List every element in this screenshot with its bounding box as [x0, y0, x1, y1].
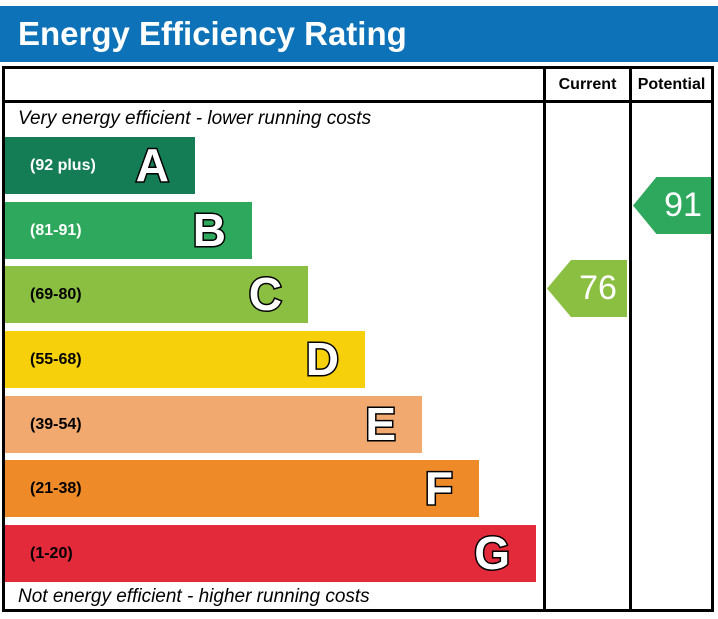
band-c: (69-80) C	[5, 266, 308, 323]
column-header-potential: Potential	[637, 76, 706, 93]
top-note: Very energy efficient - lower running co…	[18, 108, 372, 129]
column-header-current: Current	[558, 76, 617, 93]
band-range-label: (1-20)	[30, 545, 73, 562]
band-range-label: (39-54)	[30, 416, 82, 433]
band-letter: B	[191, 203, 227, 258]
band-letter: C	[247, 267, 283, 322]
band-range-label: (55-68)	[30, 351, 82, 368]
band-d: (55-68) D	[5, 331, 365, 388]
band-a: (92 plus) A	[5, 137, 195, 194]
potential-rating-arrow: 91	[633, 177, 711, 234]
band-letter: F	[423, 461, 454, 516]
band-range-label: (21-38)	[30, 480, 82, 497]
band-b: (81-91) B	[5, 202, 252, 259]
band-f: (21-38) F	[5, 460, 479, 517]
band-range-label: (69-80)	[30, 286, 82, 303]
bottom-note: Not energy efficient - higher running co…	[18, 586, 370, 607]
current-rating-arrow: 76	[547, 260, 627, 317]
energy-rating-chart: Current Potential Very energy efficient …	[2, 66, 714, 612]
band-e: (39-54) E	[5, 396, 422, 453]
current-rating-value: 76	[579, 269, 617, 307]
band-range-label: (92 plus)	[30, 157, 96, 174]
band-letter: E	[364, 397, 398, 452]
title-banner: Energy Efficiency Rating	[0, 6, 718, 62]
band-letter: D	[304, 332, 340, 387]
band-g: (1-20) G	[5, 525, 536, 582]
band-range-label: (81-91)	[30, 222, 82, 239]
band-letter: G	[473, 526, 512, 581]
page-title: Energy Efficiency Rating	[18, 15, 407, 52]
potential-rating-value: 91	[664, 186, 702, 224]
column-divider-potential	[629, 69, 632, 609]
column-divider-current	[543, 69, 546, 609]
header-row-divider	[5, 100, 711, 103]
band-letter: A	[134, 138, 170, 193]
